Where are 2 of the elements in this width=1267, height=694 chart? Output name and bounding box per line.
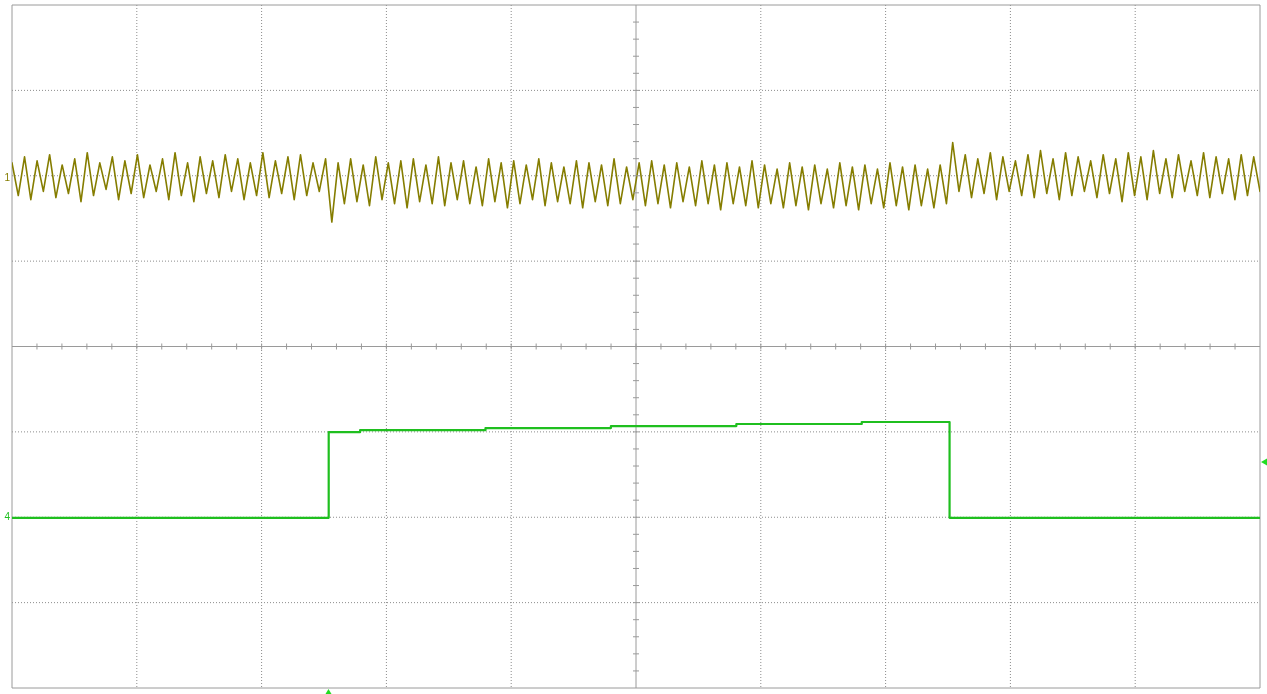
series-label: 4 bbox=[4, 510, 11, 522]
series-label: 1 bbox=[4, 171, 11, 183]
